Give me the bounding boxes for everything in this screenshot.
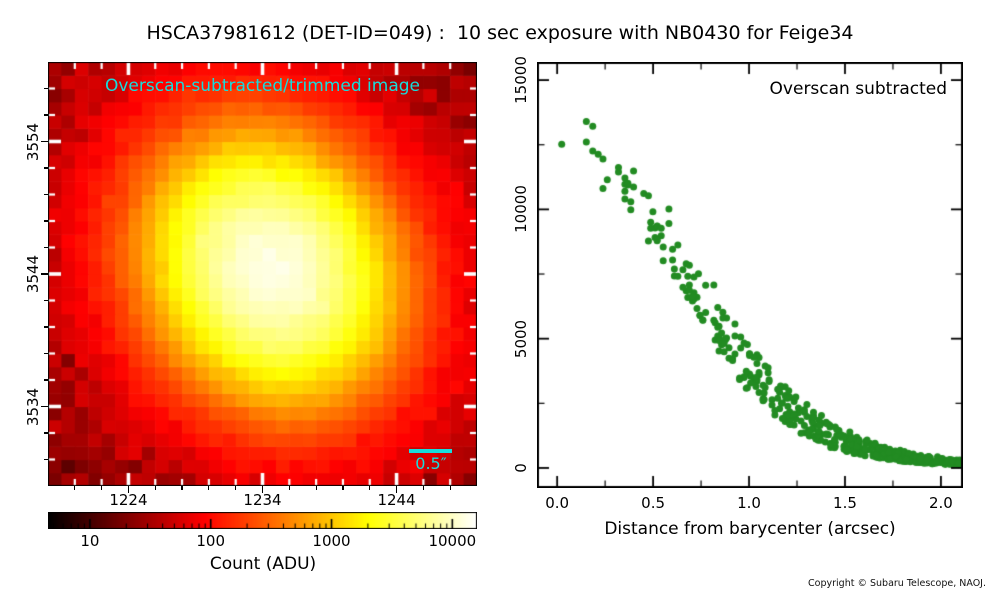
image-outer-tick [154,486,156,490]
image-outer-tick [44,193,48,196]
profile-x-tick-label: 0.5 [641,494,666,512]
profile-x-tick-label: 2.0 [928,494,953,512]
image-outer-tick [395,486,398,493]
image-outer-tick [44,87,48,90]
image-y-tick-label: 3534 [24,387,42,426]
image-outer-tick [41,140,48,143]
image-outer-tick [44,458,48,461]
colorbar-title: Count (ADU) [209,554,317,574]
image-outer-tick [74,486,76,490]
image-outer-tick [44,220,48,222]
image-outer-tick [208,486,210,490]
profile-y-tick-label: 5000 [512,319,530,358]
image-outer-tick [41,273,48,275]
profile-panel: Overscan subtracted [537,62,963,488]
image-outer-tick [127,486,130,493]
image-outer-tick [44,246,48,249]
image-outer-tick [44,114,48,116]
colorbar-tick-label: 1000 [312,532,351,550]
image-outer-tick [181,486,183,490]
profile-x-tick-label: 0.0 [545,494,570,512]
profile-canvas [537,62,963,488]
figure-title: HSCA37981612 (DET-ID=049) : 10 sec expos… [146,22,854,44]
image-outer-tick [261,486,264,493]
scale-bar [409,449,452,453]
image-outer-tick [44,326,48,328]
image-outer-tick [41,405,48,408]
image-outer-tick [44,299,48,302]
copyright-notice: Copyright © Subaru Telescope, NAOJ. [808,578,986,589]
image-outer-tick [235,486,237,490]
colorbar [48,512,477,529]
image-outer-tick [44,352,48,355]
profile-x-tick-label: 1.0 [737,494,761,512]
profile-x-axis-label: Distance from barycenter (arcsec) [604,519,896,539]
profile-y-tick-label: 0 [512,463,530,473]
colorbar-tick-label: 10000 [428,532,477,550]
image-outer-tick [44,432,48,434]
image-outer-tick [422,486,424,490]
image-panel: Overscan-subtracted/trimmed image 0.5″ [48,62,477,486]
image-outer-tick [369,486,371,490]
image-outer-tick [101,486,103,490]
colorbar-tick-label: 10 [80,532,100,550]
scale-bar-label: 0.5″ [415,454,447,473]
profile-x-tick-label: 1.5 [833,494,857,512]
image-outer-tick [44,379,48,381]
image-outer-tick [342,486,344,490]
profile-y-tick-label: 10000 [512,185,530,234]
image-y-tick-label: 3544 [24,254,42,294]
image-x-tick-label: 1244 [377,491,416,509]
colorbar-canvas [48,512,477,529]
image-x-tick-label: 1234 [243,491,282,509]
image-outer-tick [44,167,48,169]
image-y-tick-label: 3554 [24,122,42,161]
image-annotation: Overscan-subtracted/trimmed image [104,76,421,96]
image-outer-tick [288,486,290,490]
image-x-tick-label: 1224 [109,491,148,509]
image-outer-tick [315,486,317,490]
image-outer-tick [449,486,451,490]
heatmap-canvas [48,62,477,486]
colorbar-tick-label: 100 [196,532,226,550]
profile-y-tick-label: 15000 [512,56,530,104]
profile-annotation: Overscan subtracted [769,79,947,99]
